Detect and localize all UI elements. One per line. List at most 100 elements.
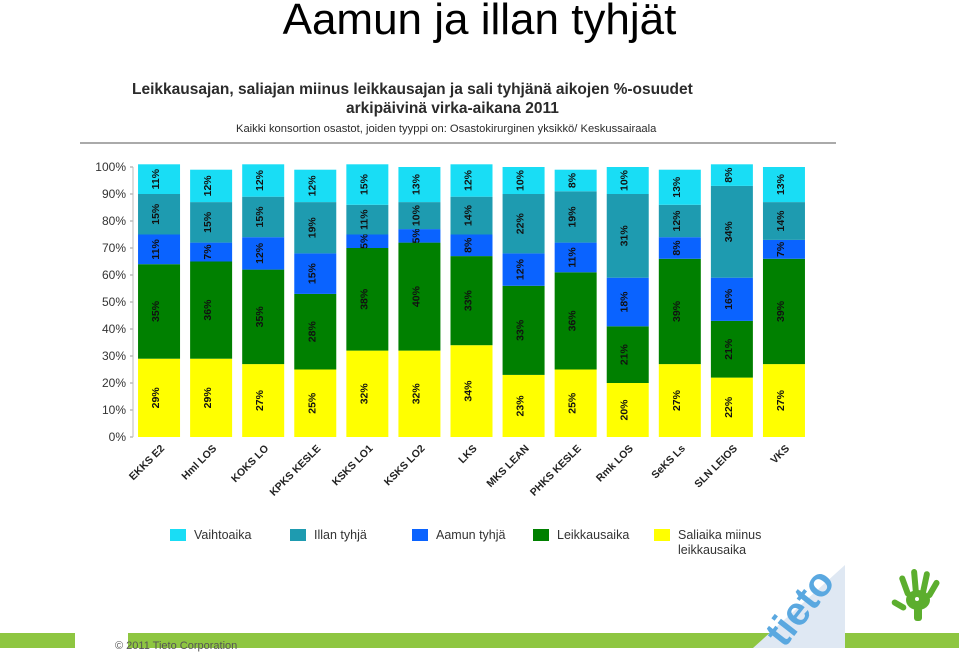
bar-segment [554,169,597,192]
footer-bar [0,633,75,648]
bar-segment [450,345,493,437]
x-category-label: Rmk LOS [594,443,636,485]
x-category-label: VKS [768,443,792,467]
bar-segment [450,196,493,235]
legend-label-leikkausaika: Leikkausaika [557,528,630,542]
x-category-label: KSKS LO2 [382,443,428,489]
bar-segment [242,196,285,238]
data-label: 10% [619,169,631,191]
data-label: 35% [150,300,162,322]
bar-segment [398,229,441,243]
data-label: 11% [567,247,579,268]
chart-title-line1: Leikkausajan, saliajan miinus leikkausaj… [132,81,693,98]
bar-segment [138,164,181,194]
bar-segment [710,185,753,278]
data-label: 7% [775,241,787,257]
data-label: 23% [515,395,527,417]
bar-segment [242,269,285,365]
y-tick-label: 60% [102,268,126,282]
bar-segment [606,167,649,194]
x-category-label: Hml LOS [179,443,219,483]
y-tick-label: 50% [102,295,126,309]
bar-segment [710,164,753,186]
x-category-label: MKS LEAN [484,443,531,490]
data-label: 8% [671,240,683,256]
footer-bar [128,633,959,648]
bar-segment [554,369,597,437]
bar-segment [398,350,441,437]
data-label: 34% [723,221,735,243]
bar-segment [190,358,233,437]
x-category-label: LKS [456,443,479,466]
legend-label-saliaika: Saliaika miinus leikkausaika [678,528,762,557]
y-tick-label: 90% [102,187,126,201]
bar-segment [346,164,389,205]
bar-segment [658,237,701,259]
chart-subtitle: Kaikki konsortion osastot, joiden tyyppi… [236,123,657,135]
chart-title: Leikkausajan, saliajan miinus leikkausaj… [132,80,693,118]
data-label: 20% [619,399,631,421]
data-label: 29% [202,387,214,409]
y-tick-label: 0% [109,430,127,444]
data-label: 16% [723,288,735,310]
data-label: 21% [619,343,631,365]
data-label: 25% [306,392,318,414]
data-label: 27% [254,389,266,411]
legend-label-illan-tyhja: Illan tyhjä [314,528,367,542]
bar-segment [606,194,649,278]
bar-segment [398,202,441,230]
data-label: 32% [410,383,422,405]
data-label: 31% [619,225,631,247]
bar-segment [554,242,597,273]
bar-segment [398,242,441,351]
data-label: 8% [723,167,735,183]
bar-segment [502,253,545,286]
bar-segment [138,358,181,437]
bar-segment [658,258,701,365]
data-label: 33% [515,319,527,341]
data-label: 21% [723,338,735,360]
data-label: 36% [567,310,579,332]
bar-segment [658,169,701,205]
bar-segment [762,202,805,240]
data-label: 22% [723,396,735,418]
x-category-label: SLN LEIOS [692,443,740,491]
data-label: 15% [202,211,214,233]
data-label: 35% [254,306,266,328]
y-tick-label: 30% [102,349,126,363]
bar-segment [190,169,233,203]
legend-swatch-illan-tyhja [290,529,306,541]
bar-segment [710,377,753,437]
bar-segment [242,364,285,437]
data-label: 12% [254,242,266,264]
bar-segment [346,248,389,351]
data-label: 15% [306,262,318,284]
data-label: 14% [775,210,787,232]
data-label: 34% [463,380,475,402]
x-category-label: KPKS KESLE [267,443,323,499]
data-label: 33% [463,289,475,311]
legend-swatch-aamun-tyhja [412,529,428,541]
bar-segment [138,264,181,359]
data-label: 5% [358,233,370,249]
data-label: 22% [515,213,527,235]
copyright-text: © 2011 Tieto Corporation [115,640,238,652]
bar-segment [762,258,805,365]
data-label: 18% [619,291,631,313]
data-label: 19% [567,206,579,228]
data-label: 14% [463,204,475,226]
data-label: 15% [254,206,266,228]
data-label: 39% [775,300,787,322]
bar-segment [606,326,649,383]
bar-segment [762,239,805,259]
bar-segment [138,194,181,235]
legend-label-vaihtoaika: Vaihtoaika [194,528,252,542]
bar-segment [190,202,233,243]
data-label: 40% [410,285,422,307]
bar-segment [294,202,337,254]
legend-swatch-leikkausaika [533,529,549,541]
x-category-label: SeKS Ls [649,443,688,482]
y-tick-label: 70% [102,241,126,255]
bar-segment [710,320,753,378]
bar-segment [450,234,493,257]
